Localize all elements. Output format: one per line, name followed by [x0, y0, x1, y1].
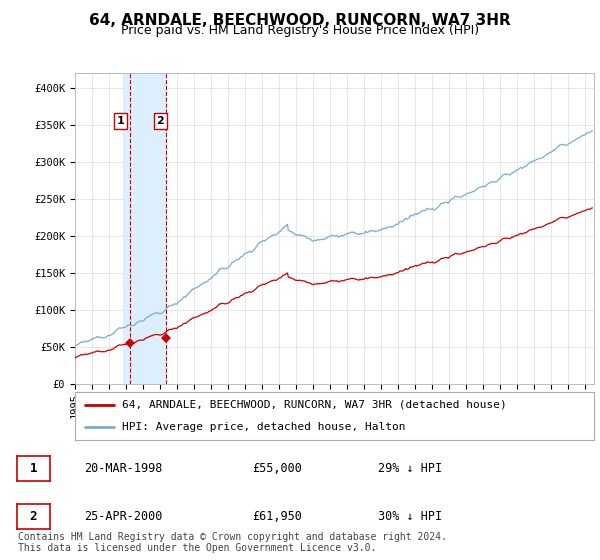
Text: 1: 1	[29, 462, 37, 475]
Text: £55,000: £55,000	[252, 462, 302, 475]
Text: 1: 1	[116, 116, 124, 126]
Text: 29% ↓ HPI: 29% ↓ HPI	[378, 462, 442, 475]
Text: Price paid vs. HM Land Registry's House Price Index (HPI): Price paid vs. HM Land Registry's House …	[121, 24, 479, 36]
Text: 64, ARNDALE, BEECHWOOD, RUNCORN, WA7 3HR (detached house): 64, ARNDALE, BEECHWOOD, RUNCORN, WA7 3HR…	[122, 400, 506, 410]
Text: 64, ARNDALE, BEECHWOOD, RUNCORN, WA7 3HR: 64, ARNDALE, BEECHWOOD, RUNCORN, WA7 3HR	[89, 13, 511, 28]
Text: 2: 2	[157, 116, 164, 126]
Text: 30% ↓ HPI: 30% ↓ HPI	[378, 510, 442, 523]
Text: 25-APR-2000: 25-APR-2000	[84, 510, 163, 523]
Text: 2: 2	[29, 510, 37, 523]
Text: HPI: Average price, detached house, Halton: HPI: Average price, detached house, Halt…	[122, 422, 405, 432]
Bar	[123, 73, 167, 384]
Text: 20-MAR-1998: 20-MAR-1998	[84, 462, 163, 475]
Text: £61,950: £61,950	[252, 510, 302, 523]
Text: Contains HM Land Registry data © Crown copyright and database right 2024.
This d: Contains HM Land Registry data © Crown c…	[18, 531, 447, 553]
